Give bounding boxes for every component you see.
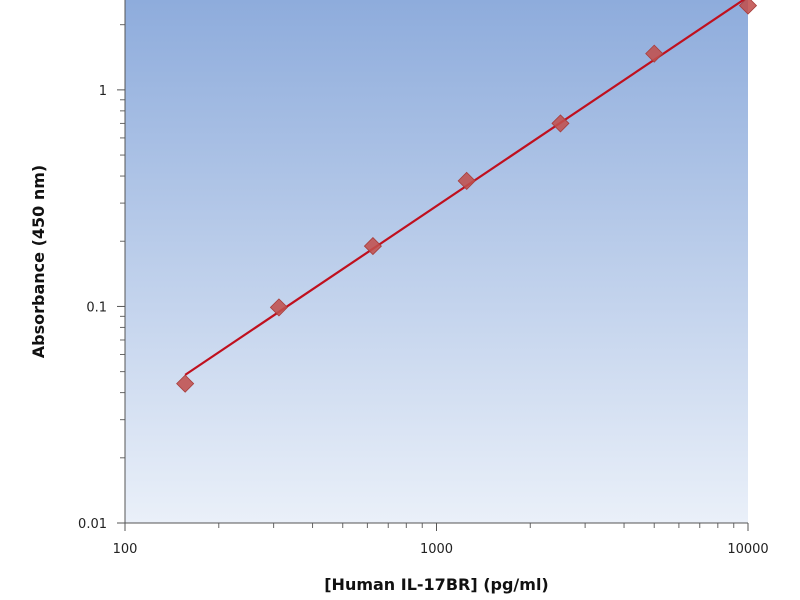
x-tick-label: 1000 xyxy=(420,542,453,557)
y-tick-label: 1 xyxy=(99,84,107,99)
y-axis-ticks: 0.01 0.1 1 xyxy=(78,84,125,532)
data-point-marker xyxy=(551,114,570,133)
minor-ticks xyxy=(120,24,735,528)
data-point-marker xyxy=(457,171,476,190)
plot-area xyxy=(125,0,748,523)
y-tick-label: 0.01 xyxy=(78,517,107,532)
x-axis-ticks: 100 1000 10000 xyxy=(113,523,769,557)
data-point-marker xyxy=(363,237,382,256)
y-axis-title: Absorbance (450 nm) xyxy=(29,165,48,358)
x-tick-label: 10000 xyxy=(727,542,768,557)
data-point-marker xyxy=(738,0,758,15)
data-point-marker xyxy=(269,298,288,317)
x-axis-title: [Human IL-17BR] (pg/ml) xyxy=(324,575,549,594)
data-points xyxy=(176,0,758,393)
data-point-marker xyxy=(176,374,195,393)
x-tick-label: 100 xyxy=(113,542,138,557)
data-point-marker xyxy=(645,44,664,63)
y-tick-label: 0.1 xyxy=(86,300,107,315)
